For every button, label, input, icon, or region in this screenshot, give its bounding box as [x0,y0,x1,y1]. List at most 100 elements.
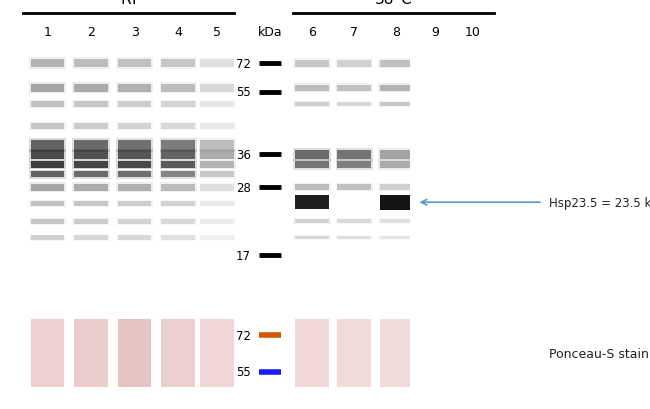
Bar [118,124,151,130]
Bar [198,58,236,70]
Bar [419,162,452,169]
Bar [74,151,108,159]
Bar [159,218,197,225]
Bar [295,85,329,92]
Bar [118,172,151,178]
Bar [417,59,454,69]
Bar [293,59,331,69]
Bar [335,160,373,171]
Bar [116,218,153,225]
Bar [29,200,66,208]
Bar [335,149,373,161]
Bar [200,184,234,191]
Bar [29,58,66,70]
Bar [380,151,413,160]
Bar [337,319,371,387]
Bar [31,85,64,92]
Text: 36: 36 [236,148,251,162]
Bar [337,162,371,169]
Bar [159,101,197,109]
Bar [118,162,151,169]
Text: 10: 10 [465,26,480,39]
Bar [159,83,197,94]
Bar [200,124,234,130]
Bar [74,319,108,387]
Bar [161,172,195,178]
Bar [74,102,108,108]
Bar [29,160,66,170]
Bar [118,201,151,207]
Bar [161,236,195,240]
Bar [72,101,110,109]
Bar [380,236,413,240]
Bar [293,219,331,225]
Bar [456,61,489,67]
Bar [116,235,153,241]
Bar [454,101,491,108]
Bar [456,151,489,160]
Bar [198,149,236,161]
Bar [417,219,454,225]
Bar [380,102,413,107]
Bar [161,102,195,108]
Bar [380,195,413,210]
Bar [456,220,489,224]
Bar [456,162,489,169]
Bar [454,184,491,191]
Bar [417,236,454,240]
Bar [198,139,236,152]
Text: 6: 6 [308,26,316,39]
Bar [116,83,153,94]
Bar [159,160,197,170]
Bar [118,151,151,159]
Bar [419,102,452,107]
Bar [159,58,197,70]
Bar [198,171,236,179]
Bar [31,162,64,169]
Bar [74,184,108,191]
Text: 4: 4 [174,26,182,39]
Bar [72,122,110,131]
Bar [161,319,195,387]
Bar [116,160,153,170]
Bar [72,160,110,170]
Bar [454,219,491,225]
Bar [74,85,108,92]
Bar [161,124,195,130]
Bar [74,141,108,151]
Bar [337,102,371,107]
Bar [337,185,371,191]
Bar [200,151,234,159]
Bar [29,183,66,193]
Text: 72: 72 [236,329,251,342]
Bar [456,236,489,240]
Bar [417,149,454,161]
Text: 72: 72 [236,58,251,70]
Bar [31,236,64,240]
Bar [378,160,415,171]
Bar [198,183,236,193]
Bar [293,149,331,161]
Bar [380,85,413,92]
Bar [116,200,153,208]
Bar [31,102,64,108]
Bar [72,139,110,152]
Bar [456,85,489,92]
Bar [200,85,234,92]
Bar [198,101,236,109]
Bar [295,319,329,387]
Bar [456,185,489,191]
Bar [335,184,373,191]
Bar [419,319,452,387]
Bar [200,236,234,240]
Bar [335,84,373,93]
Bar [161,184,195,191]
Bar [31,319,64,387]
Bar [200,102,234,108]
Bar [200,319,234,387]
Bar [198,160,236,170]
Bar [378,101,415,108]
Bar [293,84,331,93]
Bar [29,218,66,225]
Bar [378,84,415,93]
